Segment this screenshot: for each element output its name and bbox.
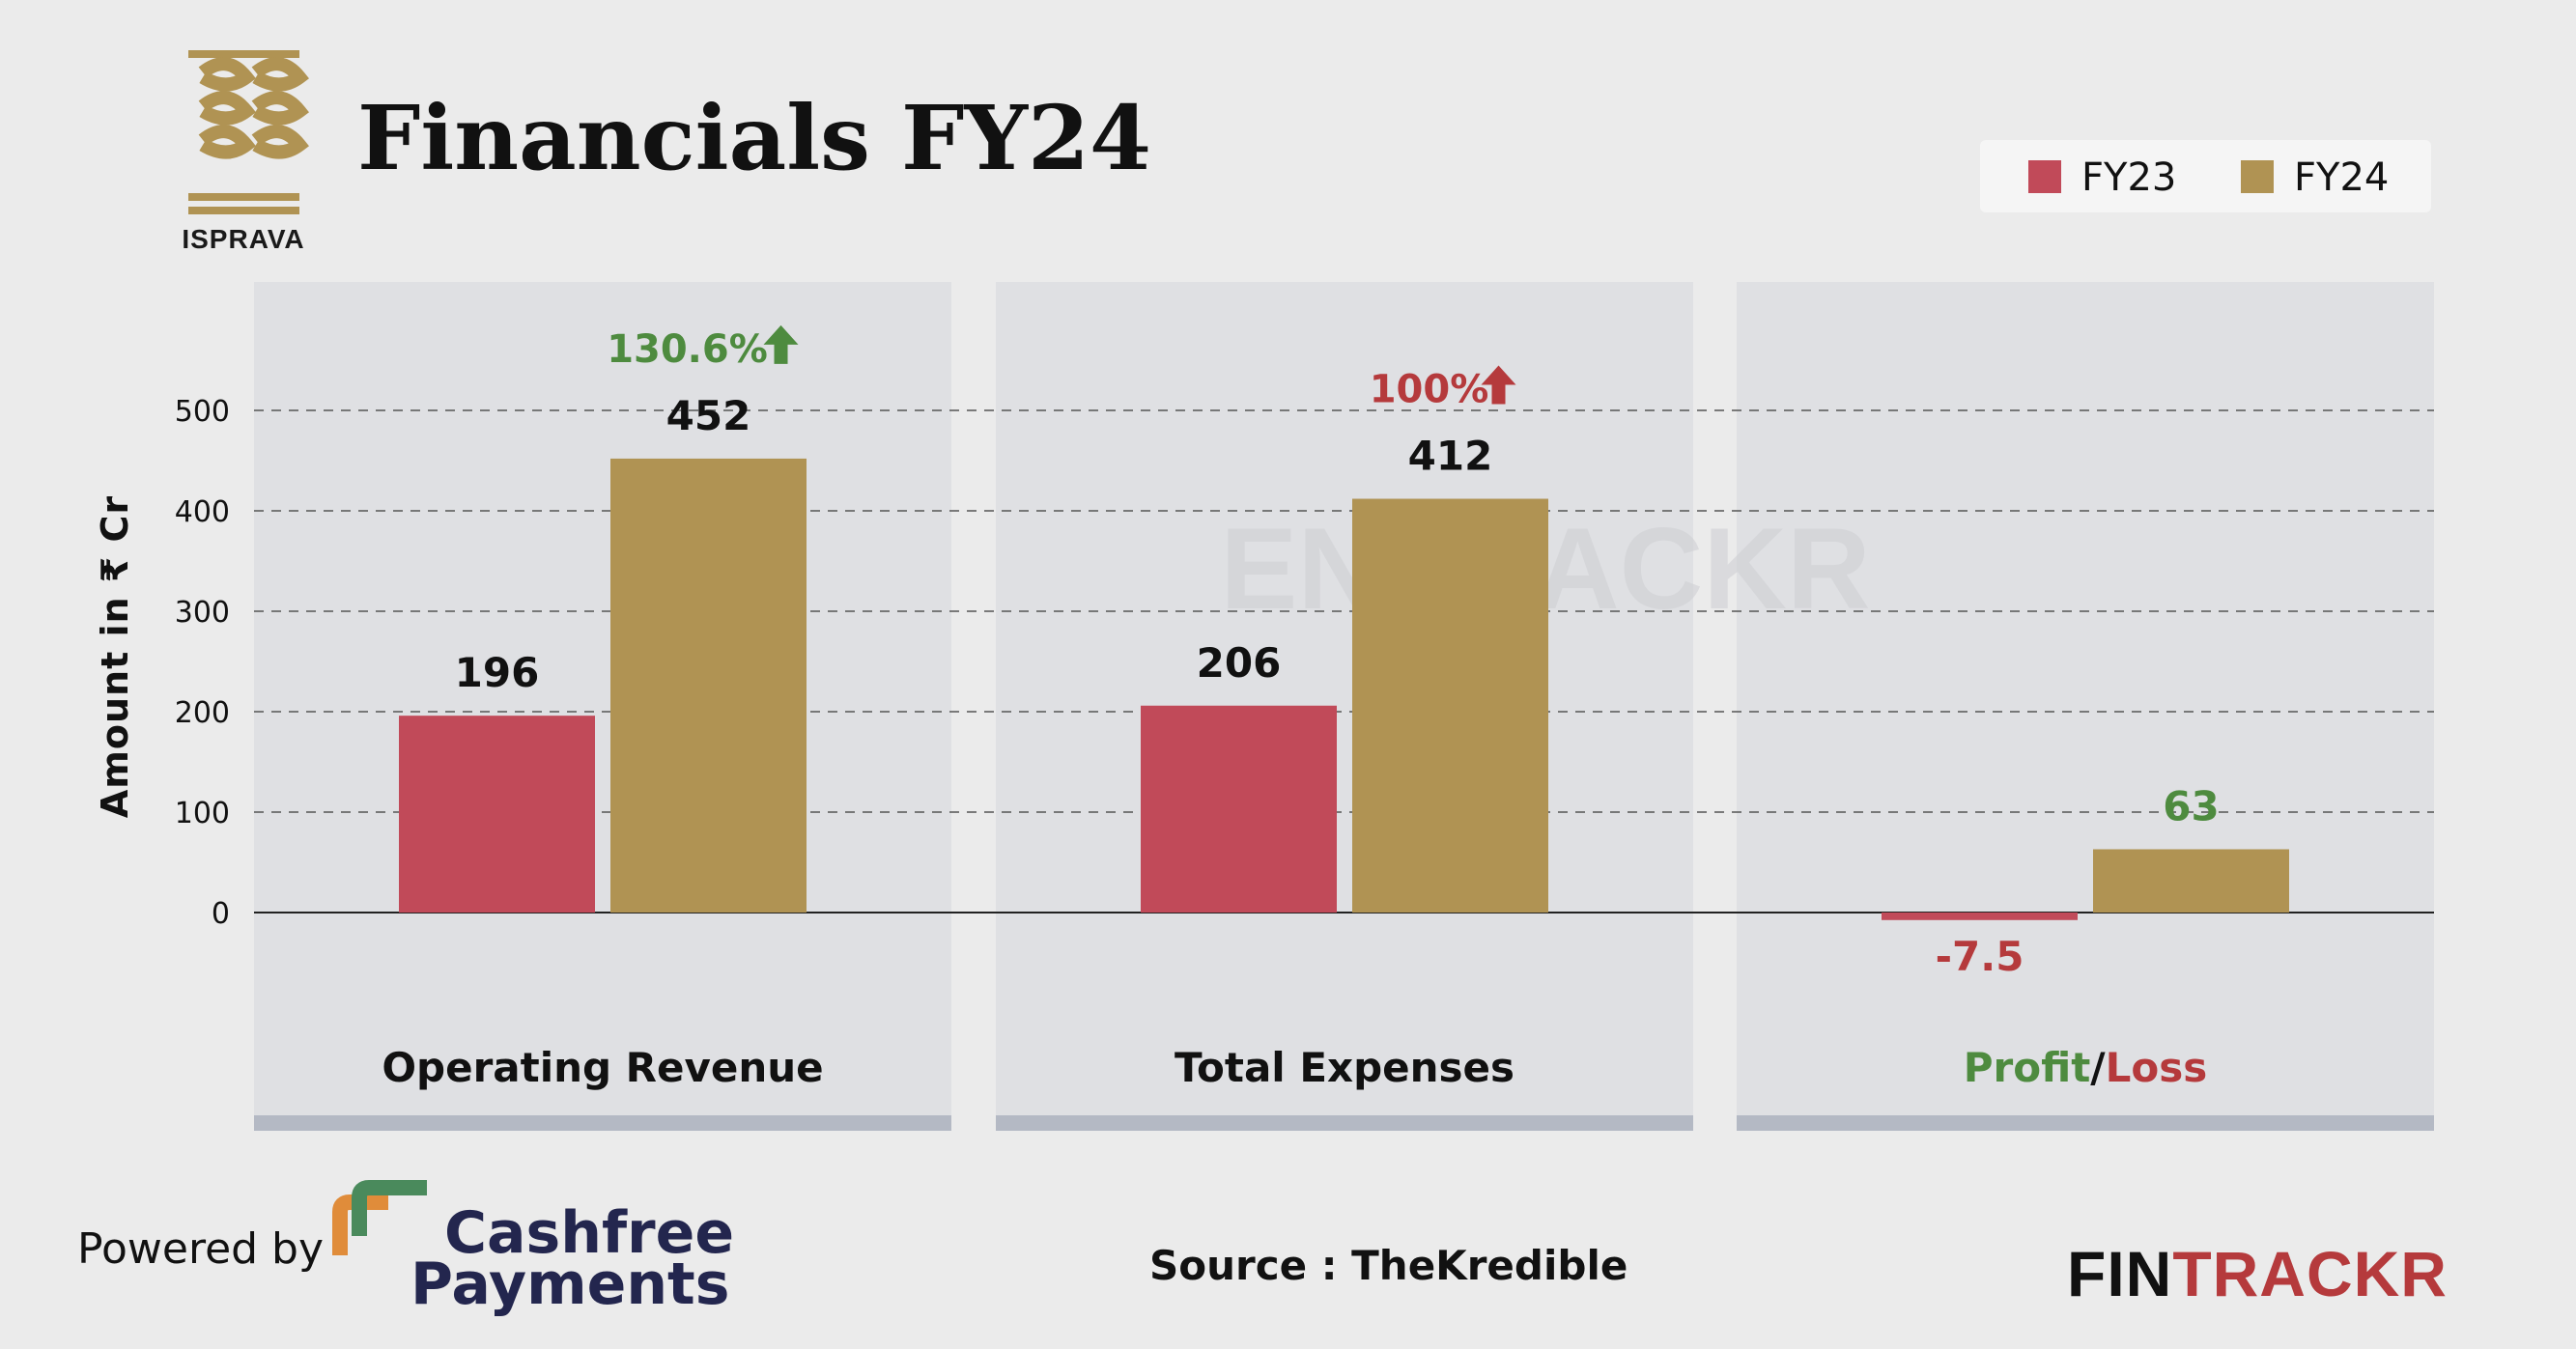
panel-total-expenses [996,282,1693,1115]
value-label-profit-loss-fy24: 63 [2163,782,2219,829]
logo-brand-text: ISPRAVA [182,224,304,254]
y-axis-ticks: 0 100 200 300 400 500 [175,395,230,931]
growth-up-arrow-icon-total-expenses [1481,365,1516,405]
source-text: Source : TheKredible [1149,1242,1628,1289]
logo-bottom-bar-2 [188,207,299,214]
y-tick-400: 400 [175,495,230,529]
isprava-logo: ISPRAVA [182,50,309,254]
logo-bottom-bar-1 [188,193,299,201]
value-label-total-expenses-fy23: 206 [1197,639,1282,687]
powered-by-text: Powered by [77,1224,324,1274]
category-label-loss-part: Loss [2106,1044,2208,1091]
category-label-profit-loss: Profit/Loss [1964,1044,2208,1091]
page-title: Financials FY24 [357,86,1151,190]
y-tick-200: 200 [175,696,230,730]
panel-base-profit-loss [1737,1115,2434,1131]
category-label-separator: / [2090,1044,2106,1091]
logo-mark-right [251,57,309,159]
y-tick-300: 300 [175,596,230,630]
growth-annotations: 130.6% 100% [607,324,1516,412]
cashfree-line1: Cashfree [444,1199,734,1267]
cashfree-logo: Cashfree Payments [332,1180,734,1318]
fintrackr-logo: FINTRACKR [2067,1238,2448,1309]
y-tick-100: 100 [175,797,230,830]
legend-swatch-fy24 [2241,160,2274,193]
y-axis-label: Amount in ₹ Cr [94,495,136,818]
bar-profit-loss-fy24 [2093,849,2289,913]
panel-operating-revenue [254,282,951,1115]
fintrackr-part2: TRACKR [2172,1238,2448,1309]
panel-base-total-expenses [996,1115,1693,1131]
value-label-operating-revenue-fy24: 452 [666,392,751,439]
bar-total-expenses-fy23 [1141,705,1337,913]
bar-operating-revenue-fy24 [610,458,807,913]
cashfree-mark-green [352,1180,427,1236]
legend-swatch-fy23 [2028,160,2061,193]
y-tick-500: 500 [175,395,230,429]
growth-label-operating-revenue: 130.6% [607,327,768,372]
category-labels: Operating Revenue Total Expenses Profit/Lo… [382,1044,2207,1091]
value-label-total-expenses-fy24: 412 [1408,433,1493,480]
logo-mark-left [198,57,256,159]
bar-profit-loss-fy23 [1882,913,2078,920]
bar-total-expenses-fy24 [1352,498,1548,913]
legend: FY23 FY24 [1980,140,2431,212]
y-tick-0: 0 [212,897,230,931]
value-label-operating-revenue-fy23: 196 [455,649,540,696]
category-label-operating-revenue: Operating Revenue [382,1044,823,1091]
value-labels: 196 452 206 412 -7.5 63 [455,392,2220,980]
bar-operating-revenue-fy23 [399,716,595,913]
category-label-profit-part: Profit [1964,1044,2091,1091]
cashfree-mark-orange [332,1194,388,1255]
category-label-total-expenses: Total Expenses [1175,1044,1514,1091]
panel-base-operating-revenue [254,1115,951,1131]
growth-up-arrow-icon-operating-revenue [763,324,799,364]
panel-profit-loss [1737,282,2434,1115]
legend-box [1980,140,2431,212]
bars [399,458,2289,920]
growth-label-total-expenses: 100% [1370,368,1489,412]
category-panels [254,282,2434,1131]
legend-label-fy23: FY23 [2081,155,2176,200]
legend-label-fy24: FY24 [2294,155,2389,200]
value-label-profit-loss-fy23: -7.5 [1936,933,2024,980]
logo-top-bar [188,50,299,58]
fintrackr-part1: FIN [2067,1238,2172,1309]
cashfree-line2: Payments [410,1251,729,1318]
